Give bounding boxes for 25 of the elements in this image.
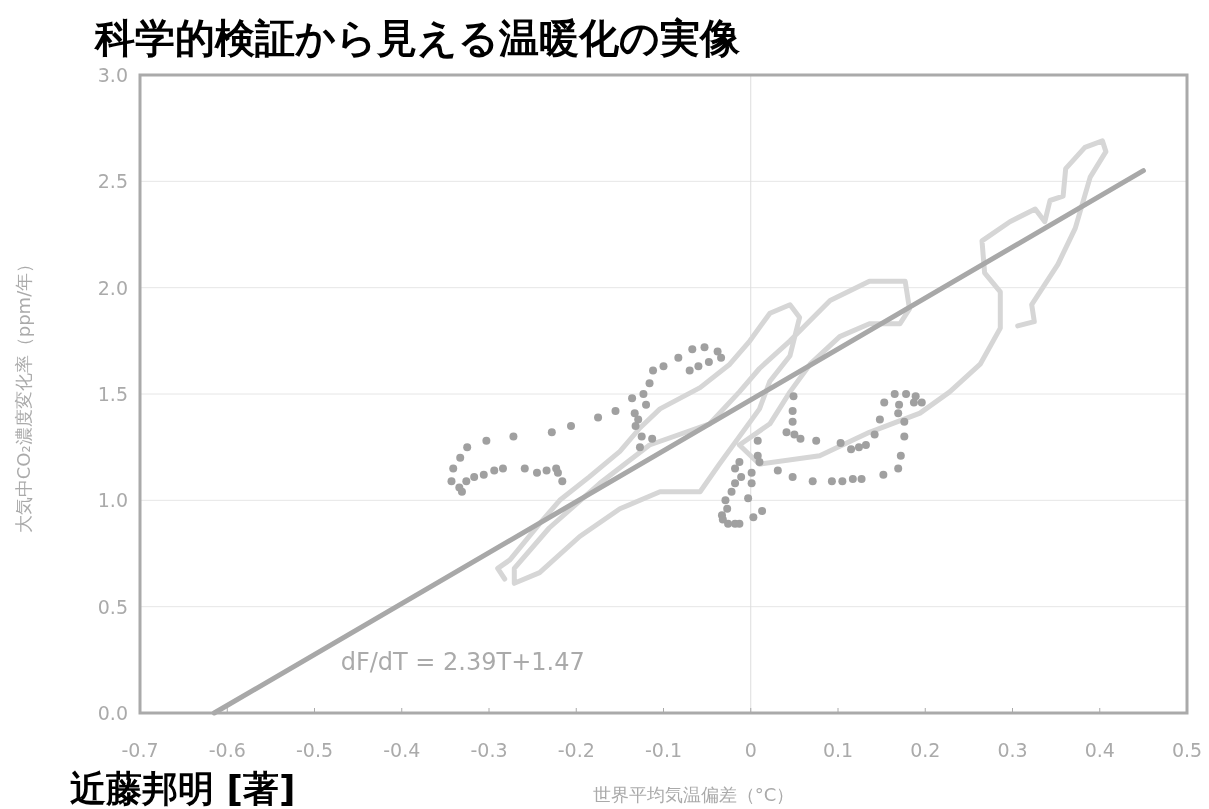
y-tick-label: 0.0 [97,702,128,724]
annotation: dF/dT = 2.39T+1.47 [340,648,585,677]
x-tick-label: 0.5 [1171,739,1203,761]
text: 近藤邦明 [著] [70,768,296,809]
x-tick-label: -0.6 [208,739,246,761]
chart-title: 科学的検証から見える温暖化の実像 [94,15,741,61]
x-tick-label: -0.7 [121,739,159,761]
x-tick-label: -0.1 [644,739,683,761]
y-tick-label: 2.0 [97,276,128,299]
x-axis-title: 世界平均気温偏差（°C） [592,784,795,805]
x-tick-label: -0.2 [557,739,595,761]
x-tick-label: 0.1 [822,739,854,761]
x-tick-label: 0.4 [1084,739,1115,761]
y-tick-label: 2.5 [97,170,128,193]
y-axis-title: 大気中CO₂濃度変化率（ppm/年） [13,254,34,534]
x-tick-label: -0.5 [295,739,334,761]
x-tick-label: 0.2 [910,739,941,761]
y-tick-label: 0.5 [97,595,128,618]
x-tick-label: -0.4 [383,739,421,761]
x-tick-label: -0.3 [470,739,508,761]
y-tick-label: 1.0 [97,489,128,512]
x-tick-label: 0 [744,739,757,761]
x-tick-label: 0.3 [997,739,1028,761]
y-tick-label: 1.5 [97,383,128,405]
y-tick-label: 3.0 [97,64,128,86]
